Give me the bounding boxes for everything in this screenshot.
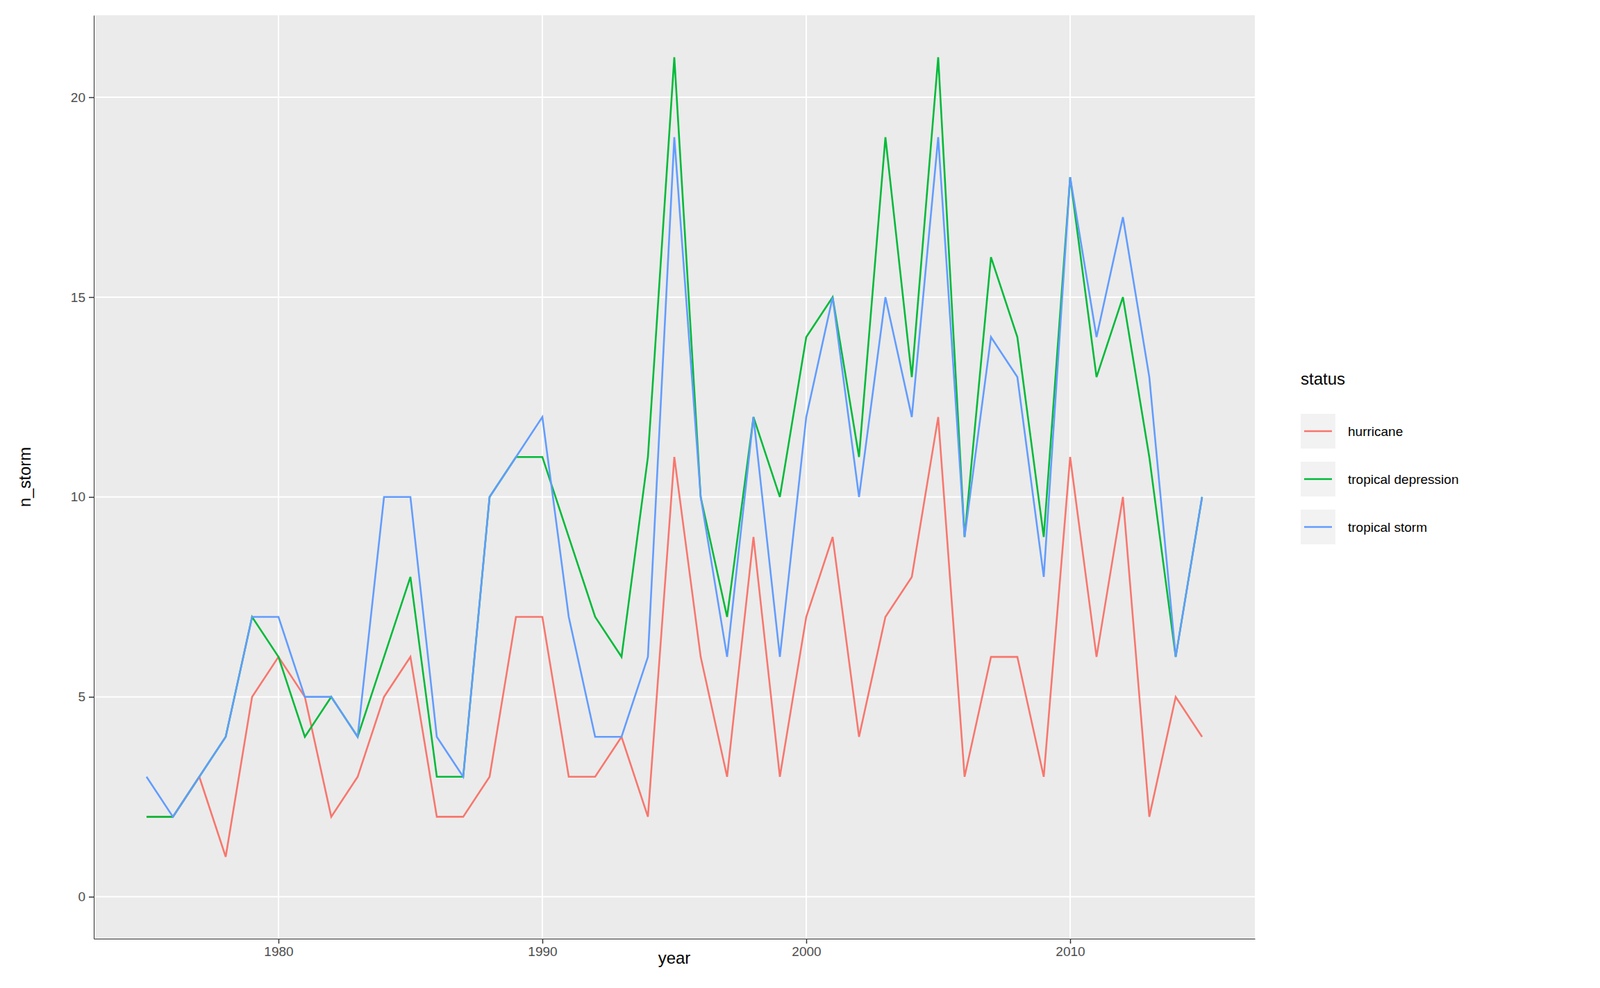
y-axis: 0 5 10 15 20: [70, 15, 95, 940]
y-tick-mark: [88, 896, 94, 898]
y-tick: 10: [70, 489, 94, 505]
legend-key: [1300, 509, 1336, 545]
y-axis-title: n_storm: [15, 447, 35, 508]
y-tick-label: 5: [77, 689, 86, 705]
series-line: [146, 417, 1203, 857]
x-tick: 1980: [263, 938, 294, 960]
legend: status hurricane tropical depression tropic…: [1300, 369, 1459, 545]
legend-swatch: [1304, 430, 1332, 433]
legend-key: [1300, 413, 1336, 449]
y-axis-line: [93, 15, 95, 940]
y-grid-line: [93, 96, 1255, 98]
y-tick: 20: [70, 90, 94, 105]
y-tick-mark: [88, 297, 94, 299]
y-tick-label: 15: [70, 289, 86, 305]
x-axis-title: year: [658, 948, 691, 968]
x-tick-label: 2010: [1055, 944, 1085, 960]
x-grid-line: [541, 15, 544, 939]
x-grid-line: [805, 15, 807, 939]
legend-swatch: [1304, 526, 1332, 529]
legend-swatch: [1304, 478, 1332, 481]
x-tick-mark: [278, 938, 280, 944]
legend-label: tropical depression: [1347, 472, 1459, 487]
x-tick-mark: [542, 938, 544, 944]
y-grid-line: [93, 896, 1255, 898]
y-grid-line: [93, 696, 1255, 698]
y-tick-mark: [88, 497, 94, 499]
plot-background: [93, 15, 1255, 939]
x-grid-line: [1069, 15, 1071, 939]
chart: 1980 1990 2000 2010 0 5 10 15 20 year n_storm statu…: [0, 0, 1600, 988]
y-tick: 15: [70, 289, 94, 305]
grid: [93, 15, 1255, 939]
series-line: [146, 56, 1203, 817]
legend-label: tropical storm: [1347, 520, 1428, 535]
y-tick: 5: [77, 689, 94, 705]
x-tick: 2000: [791, 938, 821, 960]
x-tick: 1990: [527, 938, 557, 960]
y-tick-label: 10: [70, 489, 86, 505]
x-tick-mark: [1070, 938, 1072, 944]
legend-title: status: [1300, 369, 1346, 389]
x-tick: 2010: [1055, 938, 1085, 960]
x-tick-label: 1990: [527, 944, 557, 960]
y-tick-label: 20: [70, 90, 86, 105]
series-line: [146, 137, 1203, 818]
x-axis-line: [94, 938, 1256, 940]
x-tick-label: 1980: [263, 944, 294, 960]
y-tick-label: 0: [77, 889, 86, 905]
legend-key: [1300, 461, 1336, 497]
x-tick-mark: [806, 938, 808, 944]
x-tick-label: 2000: [791, 944, 821, 960]
x-grid-line: [277, 15, 280, 939]
series-lines: [146, 56, 1203, 857]
y-grid-line: [93, 296, 1255, 298]
y-tick-mark: [88, 97, 94, 99]
y-tick-mark: [88, 696, 94, 698]
y-grid-line: [93, 496, 1255, 498]
legend-label: hurricane: [1347, 424, 1403, 439]
y-tick: 0: [77, 889, 94, 905]
